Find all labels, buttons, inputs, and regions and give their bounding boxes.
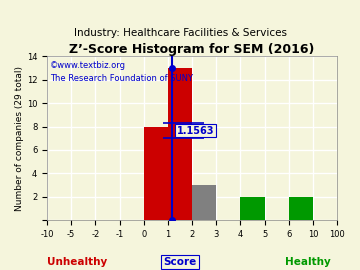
Bar: [168, 68, 192, 220]
Text: Unhealthy: Unhealthy: [47, 257, 107, 267]
Text: Healthy: Healthy: [285, 257, 331, 267]
Title: Z’-Score Histogram for SEM (2016): Z’-Score Histogram for SEM (2016): [69, 43, 315, 56]
Bar: [289, 197, 313, 220]
Bar: [144, 127, 168, 220]
Y-axis label: Number of companies (29 total): Number of companies (29 total): [15, 66, 24, 211]
Text: 1.1563: 1.1563: [176, 126, 214, 136]
Text: Score: Score: [163, 257, 197, 267]
Bar: [192, 185, 216, 220]
Bar: [240, 197, 265, 220]
Text: ©www.textbiz.org: ©www.textbiz.org: [50, 61, 126, 70]
Text: Industry: Healthcare Facilities & Services: Industry: Healthcare Facilities & Servic…: [73, 28, 287, 38]
Text: The Research Foundation of SUNY: The Research Foundation of SUNY: [50, 74, 193, 83]
